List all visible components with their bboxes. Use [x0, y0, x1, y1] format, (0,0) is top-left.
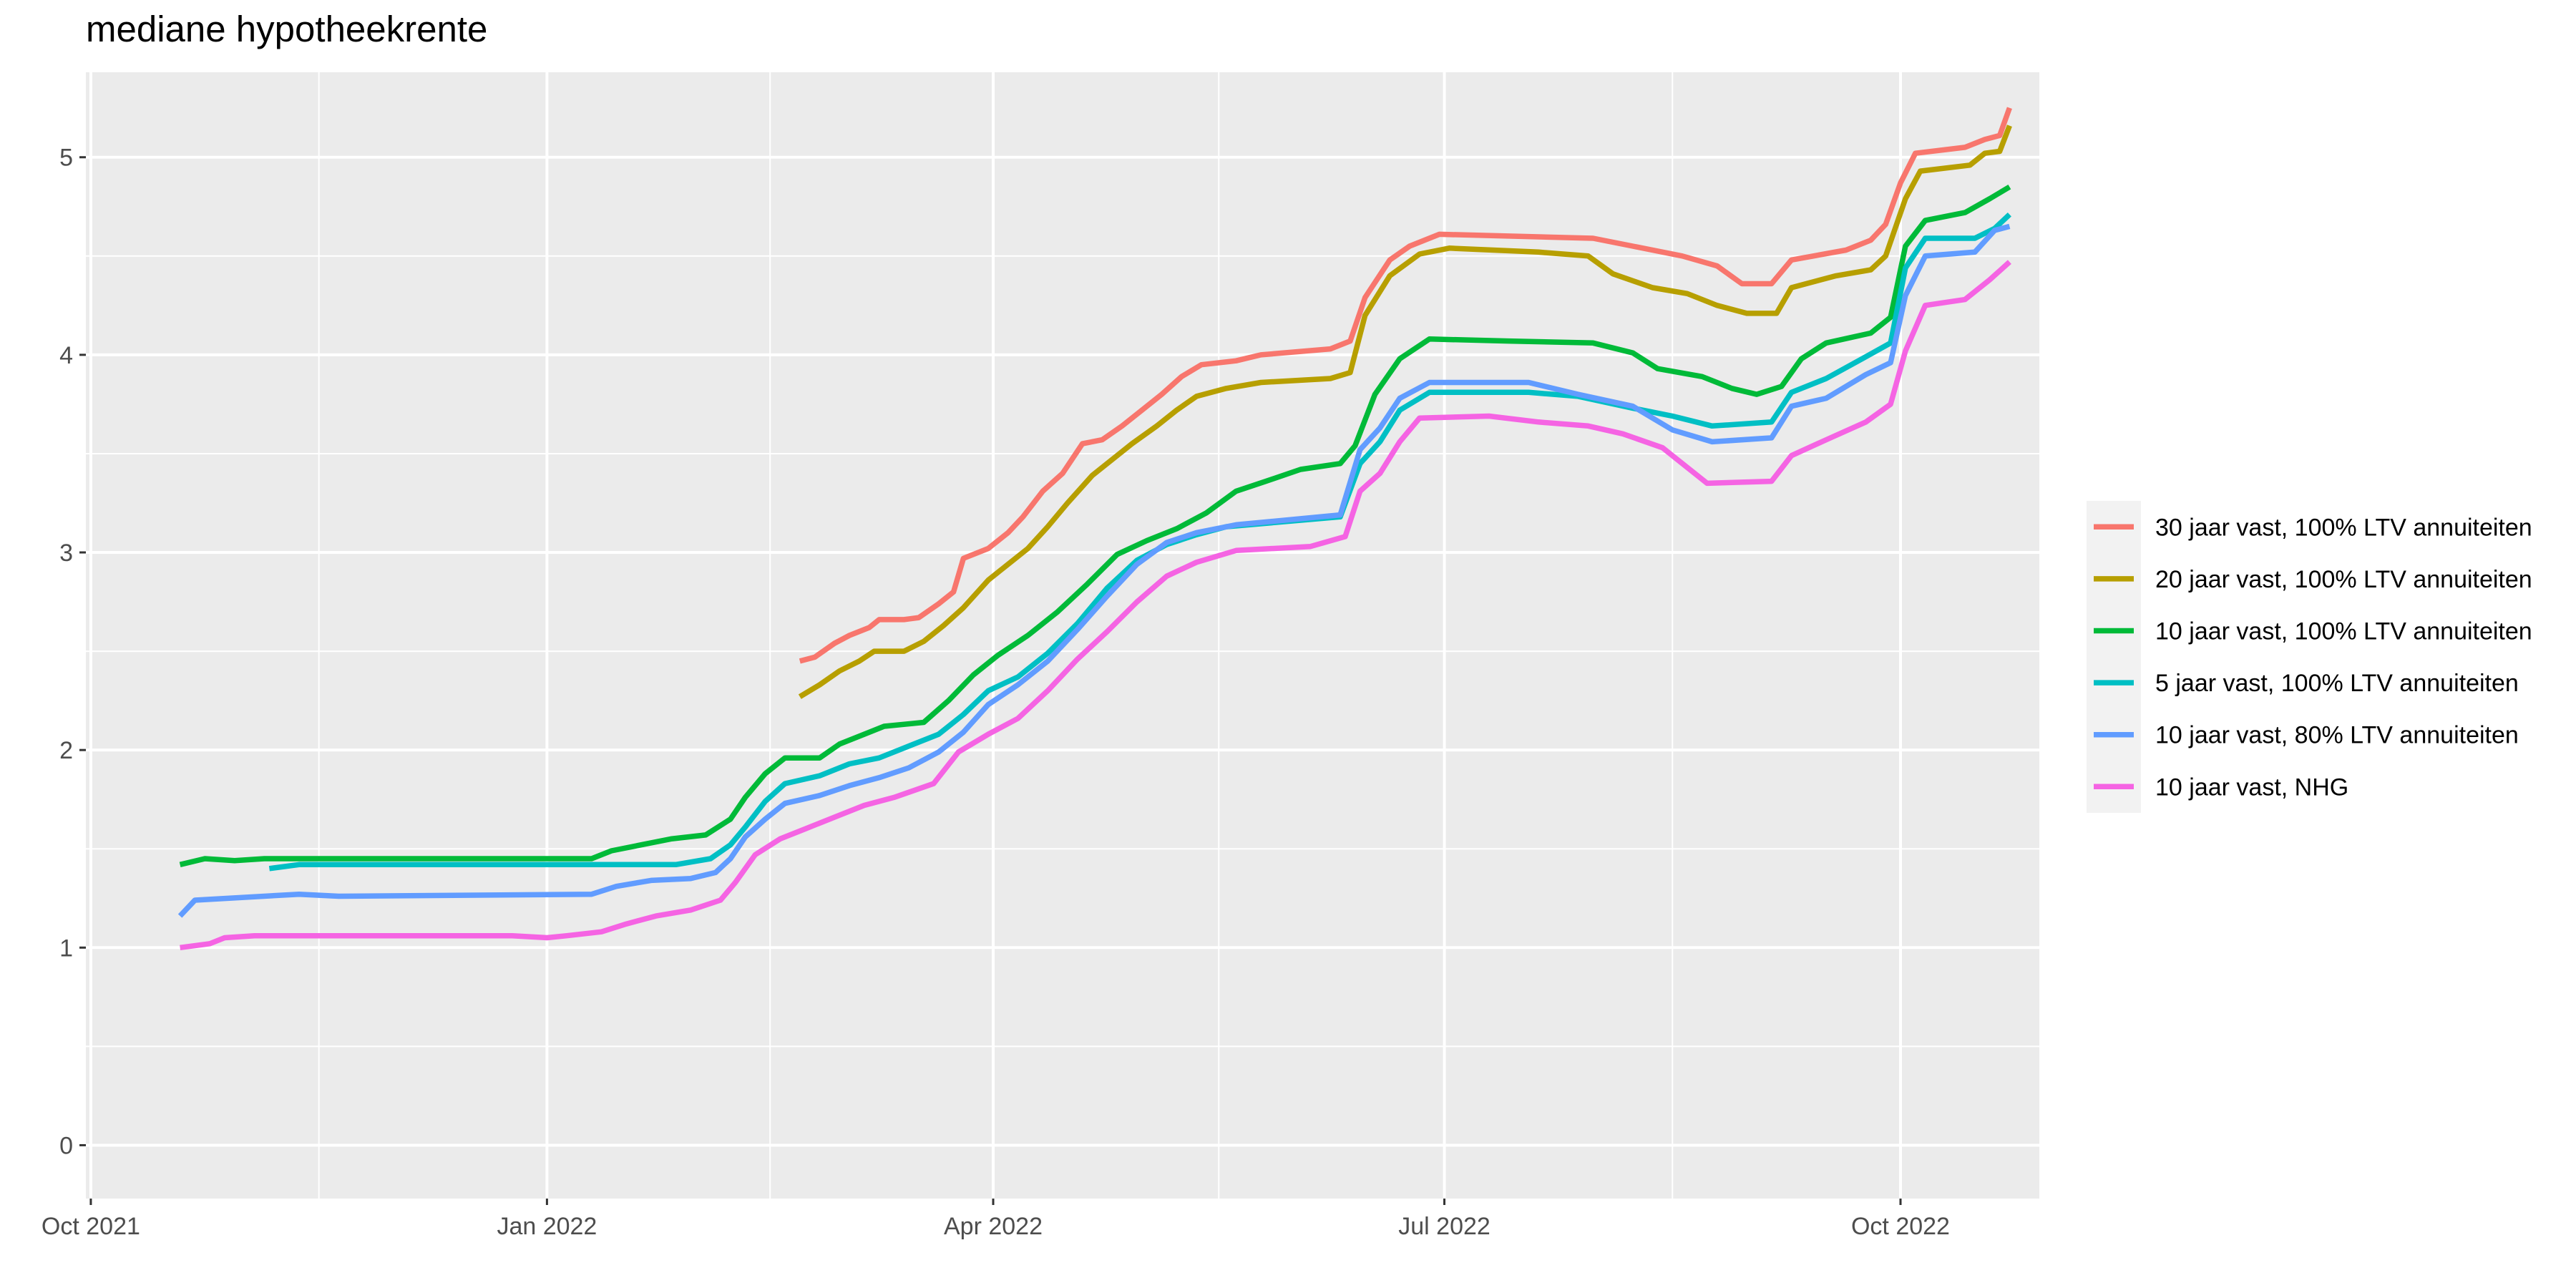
- legend-label: 10 jaar vast, NHG: [2155, 774, 2348, 801]
- legend-label: 10 jaar vast, 100% LTV annuiteiten: [2155, 618, 2532, 645]
- legend-key-background: [2087, 501, 2141, 813]
- series-line: [799, 107, 2012, 664]
- x-tick-label: Jul 2022: [1398, 1213, 1491, 1240]
- x-tick-label: Oct 2021: [42, 1213, 140, 1240]
- x-tick-label: Oct 2022: [1851, 1213, 1950, 1240]
- series-line: [180, 260, 2011, 951]
- y-axis: 0 1 2 3 4 5: [59, 145, 86, 1159]
- series-lines: [177, 107, 2012, 951]
- grid-major: [86, 72, 2039, 1199]
- legend-label: 30 jaar vast, 100% LTV annuiteiten: [2155, 514, 2532, 541]
- y-tick-label: 2: [59, 737, 73, 764]
- legend-label: 10 jaar vast, 80% LTV annuiteiten: [2155, 722, 2519, 749]
- series-line: [179, 184, 2011, 867]
- y-tick-label: 3: [59, 540, 73, 567]
- y-tick-label: 4: [59, 342, 73, 369]
- y-tick-label: 5: [59, 145, 73, 172]
- series-line: [798, 125, 2012, 699]
- grid-minor: [86, 72, 2039, 1199]
- legend-label: 5 jaar vast, 100% LTV annuiteiten: [2155, 670, 2519, 697]
- y-tick-label: 0: [59, 1132, 73, 1159]
- x-axis: Oct 2021 Jan 2022 Apr 2022 Jul 2022 Oct 2022: [42, 1199, 1950, 1240]
- series-line: [177, 223, 2011, 918]
- chart-title: mediane hypotheekrente: [86, 9, 487, 49]
- x-tick-label: Apr 2022: [944, 1213, 1043, 1240]
- x-tick-label: Jan 2022: [497, 1213, 597, 1240]
- legend-label: 20 jaar vast, 100% LTV annuiteiten: [2155, 566, 2532, 593]
- legend: 30 jaar vast, 100% LTV annuiteiten 20 jaa…: [2087, 501, 2532, 813]
- y-tick-label: 1: [59, 935, 73, 962]
